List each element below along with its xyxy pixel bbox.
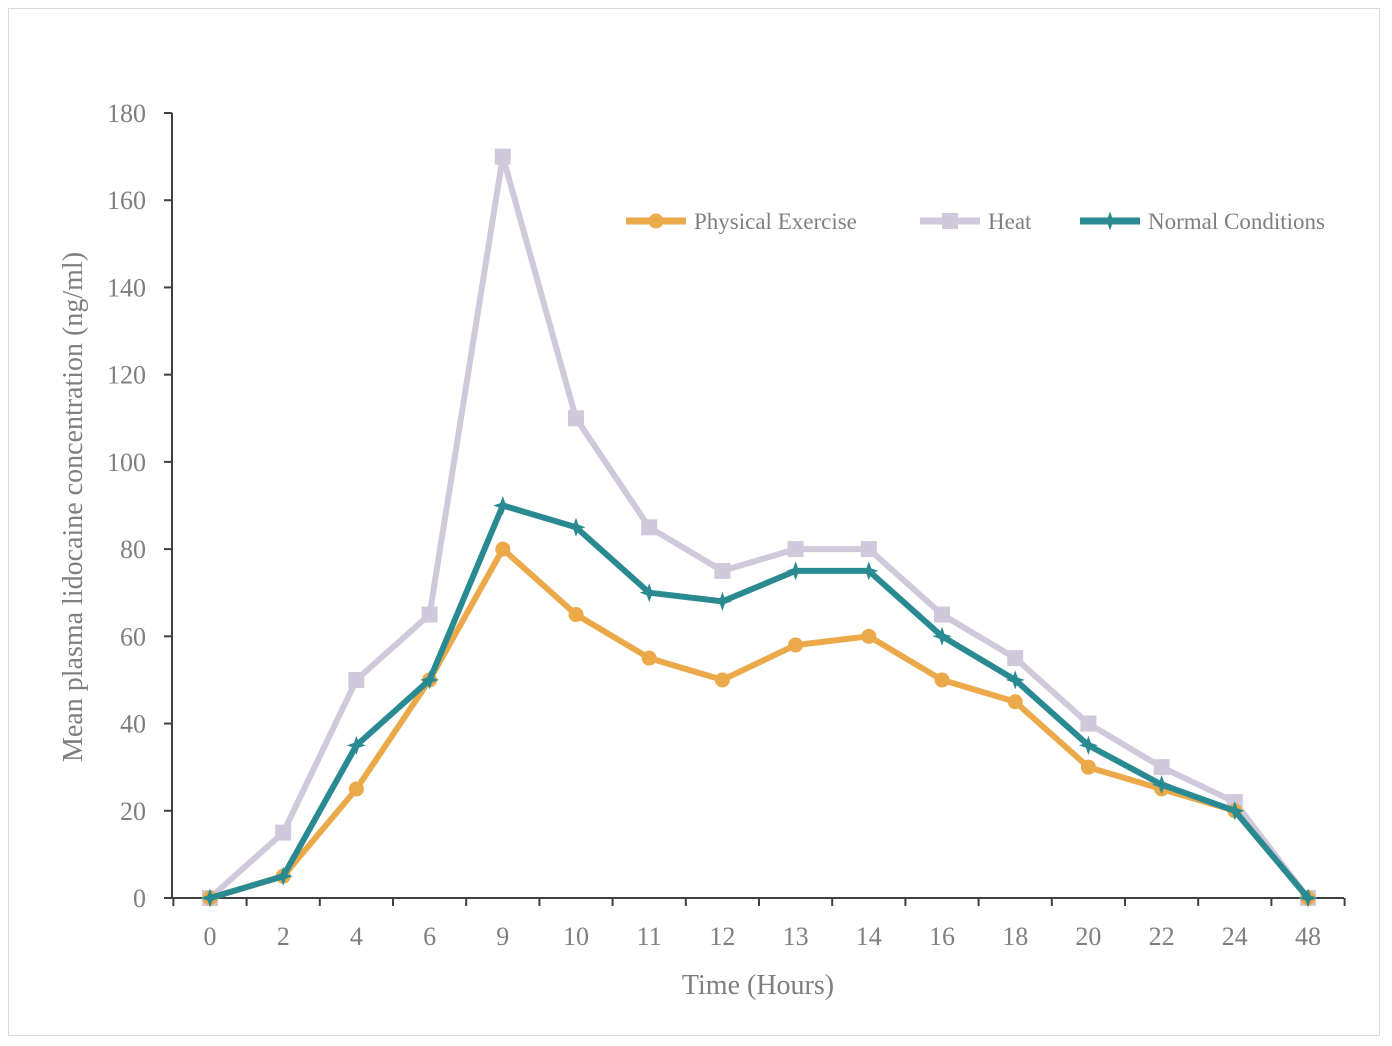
data-point-heat <box>275 824 292 841</box>
y-tick-label: 40 <box>120 710 146 739</box>
x-tick-label: 12 <box>709 922 735 951</box>
x-ticks: 0 2 4 6 9 10 11 12 13 14 16 18 20 22 24 48 <box>172 898 1346 951</box>
data-point-heat <box>421 606 438 623</box>
data-point-normal-conditions <box>273 866 293 886</box>
data-point-heat <box>860 541 877 558</box>
y-axis-title: Mean plasma lidocaine concentration (ng/… <box>58 252 89 762</box>
y-tick-label: 140 <box>107 273 146 302</box>
data-point-physical-exercise <box>568 607 584 623</box>
data-point-normal-conditions <box>932 626 952 646</box>
data-point-physical-exercise <box>641 650 657 666</box>
y-tick-label: 0 <box>133 884 146 913</box>
series-layer <box>200 148 1318 908</box>
data-point-normal-conditions <box>712 591 732 611</box>
data-point-physical-exercise <box>1080 759 1096 775</box>
x-tick-label: 22 <box>1149 922 1175 951</box>
y-tick-label: 20 <box>120 797 146 826</box>
series-normal-conditions <box>200 496 1318 908</box>
data-point-normal-conditions <box>420 670 440 690</box>
data-point-normal-conditions <box>1152 775 1172 795</box>
legend-swatch-marker <box>648 213 664 229</box>
y-tick-label: 180 <box>107 99 146 128</box>
data-point-physical-exercise <box>495 541 511 557</box>
x-axis-title: Time (Hours) <box>682 970 834 1001</box>
data-point-physical-exercise <box>934 672 950 688</box>
data-point-normal-conditions <box>639 583 659 603</box>
data-point-heat <box>494 148 511 165</box>
x-tick-label: 14 <box>856 922 882 951</box>
series-line-heat <box>207 153 1311 901</box>
series-heat <box>202 148 1316 906</box>
x-tick-label: 9 <box>496 922 509 951</box>
x-tick-label: 48 <box>1295 922 1321 951</box>
y-ticks: 0 20 40 60 80 100 120 140 160 180 <box>107 99 172 913</box>
series-line-physical-exercise <box>207 546 1311 901</box>
legend-label: Normal Conditions <box>1148 209 1325 234</box>
data-point-physical-exercise <box>1007 694 1023 710</box>
data-point-normal-conditions <box>859 561 879 581</box>
legend-item-physical-exercise: Physical Exercise <box>626 209 857 234</box>
data-point-physical-exercise <box>348 781 364 797</box>
data-point-physical-exercise <box>788 637 804 653</box>
data-point-heat <box>641 519 658 536</box>
legend: Physical Exercise Heat Normal Conditions <box>626 209 1325 234</box>
legend-label: Heat <box>988 209 1032 234</box>
legend-label: Physical Exercise <box>694 209 857 234</box>
data-point-normal-conditions <box>493 496 513 515</box>
data-point-normal-conditions <box>1078 735 1098 755</box>
x-tick-label: 6 <box>423 922 436 951</box>
data-point-normal-conditions <box>786 561 806 581</box>
x-tick-label: 18 <box>1002 922 1028 951</box>
x-tick-label: 10 <box>563 922 589 951</box>
data-point-heat <box>714 562 731 579</box>
data-point-physical-exercise <box>714 672 730 688</box>
data-point-heat <box>1153 759 1170 776</box>
y-tick-label: 80 <box>120 535 146 564</box>
x-tick-label: 4 <box>350 922 363 951</box>
x-tick-label: 16 <box>929 922 955 951</box>
data-point-heat <box>1007 650 1024 667</box>
legend-item-heat: Heat <box>920 209 1032 234</box>
y-tick-label: 60 <box>120 622 146 651</box>
data-point-normal-conditions <box>200 888 220 908</box>
data-point-normal-conditions <box>566 517 586 537</box>
legend-item-normal-conditions: Normal Conditions <box>1080 209 1325 234</box>
x-tick-label: 24 <box>1222 922 1248 951</box>
x-tick-label: 11 <box>637 922 662 951</box>
x-tick-label: 0 <box>204 922 217 951</box>
series-physical-exercise <box>202 541 1316 906</box>
y-tick-label: 160 <box>107 186 146 215</box>
data-point-normal-conditions <box>1298 888 1318 908</box>
x-tick-label: 20 <box>1075 922 1101 951</box>
data-point-normal-conditions <box>1005 670 1025 690</box>
data-point-heat <box>787 541 804 558</box>
y-tick-label: 120 <box>107 361 146 390</box>
chart-frame <box>8 8 1380 1036</box>
x-tick-label: 13 <box>783 922 809 951</box>
data-point-heat <box>348 671 365 688</box>
data-point-normal-conditions <box>1225 801 1245 821</box>
legend-swatch-marker <box>942 213 958 229</box>
x-tick-label: 2 <box>277 922 290 951</box>
data-point-heat <box>568 410 584 427</box>
data-point-normal-conditions <box>346 735 366 755</box>
data-point-physical-exercise <box>861 628 877 644</box>
data-point-heat <box>1080 715 1097 732</box>
y-tick-label: 100 <box>107 448 146 477</box>
legend-swatch-marker <box>1100 211 1120 231</box>
data-point-heat <box>934 606 950 623</box>
series-line-normal-conditions <box>207 502 1311 901</box>
